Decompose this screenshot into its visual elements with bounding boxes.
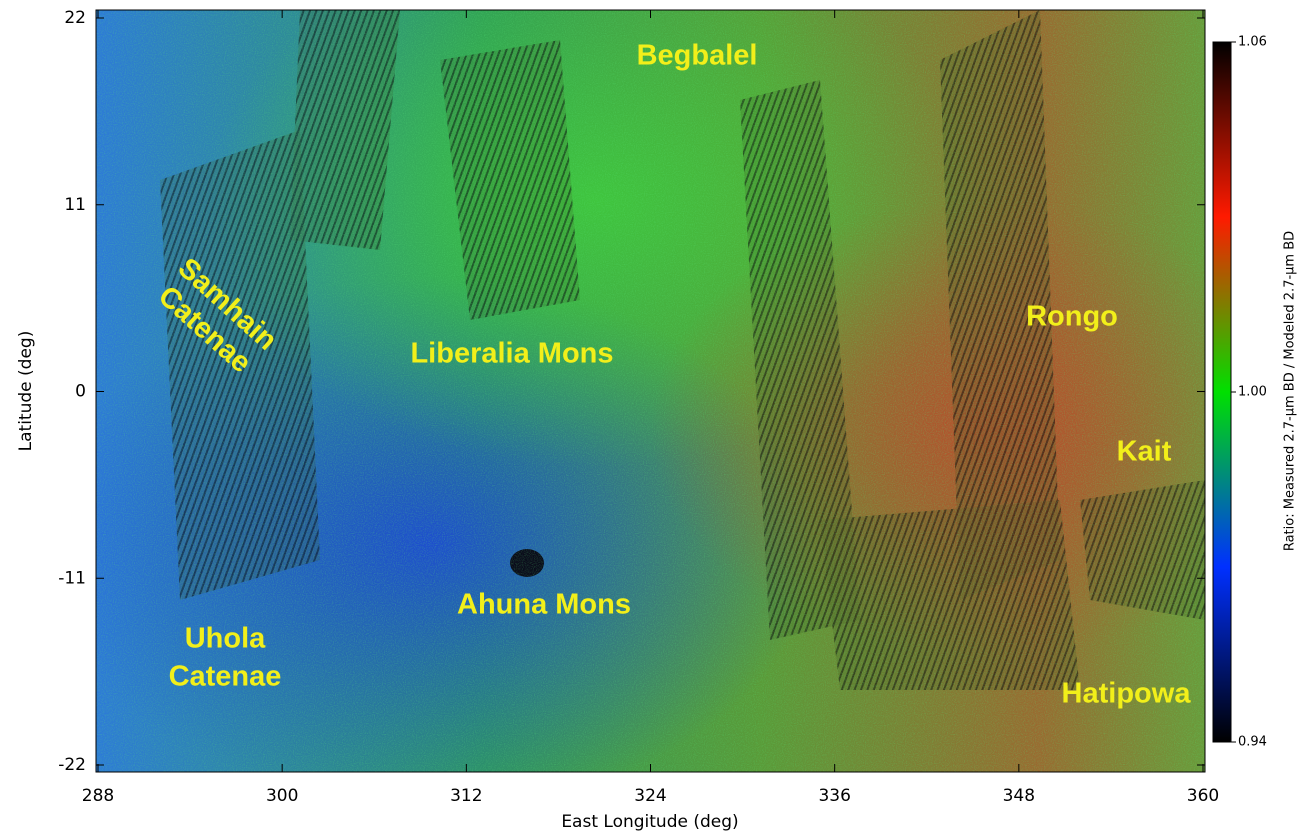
y-tick-label: 0 <box>75 382 86 402</box>
x-axis-label: East Longitude (deg) <box>561 812 738 832</box>
place-label-line: Catenae <box>169 661 282 693</box>
y-axis-label: Latitude (deg) <box>16 331 36 452</box>
place-label: Rongo <box>1026 301 1118 333</box>
y-tick-label: 22 <box>64 8 86 28</box>
place-label: Liberalia Mons <box>410 338 613 370</box>
x-tick-label: 300 <box>266 786 298 806</box>
x-tick-label: 348 <box>1003 786 1035 806</box>
x-tick-label: 288 <box>82 786 114 806</box>
place-label: Hatipowa <box>1062 678 1192 710</box>
colorbar-tick-label: 0.94 <box>1238 735 1267 750</box>
place-label: Kait <box>1117 436 1172 468</box>
x-tick-label: 336 <box>818 786 850 806</box>
colorbar <box>1213 42 1231 742</box>
place-label: Ahuna Mons <box>457 589 631 621</box>
x-tick-label: 324 <box>634 786 666 806</box>
x-tick-label: 312 <box>450 786 482 806</box>
colorbar-tick-label: 1.00 <box>1238 385 1267 400</box>
colorbar-tick-label: 1.06 <box>1238 35 1267 50</box>
map-image <box>96 10 1205 772</box>
y-tick-label: -22 <box>58 755 86 775</box>
place-label: Begbalel <box>637 40 758 72</box>
colorbar-label: Ratio: Measured 2.7-μm BD / Modeled 2.7-… <box>1283 231 1298 551</box>
y-tick-label: -11 <box>58 568 86 588</box>
place-label-line: Uhola <box>185 623 266 655</box>
y-tick-label: 11 <box>64 195 86 215</box>
x-tick-label: 360 <box>1187 786 1219 806</box>
map-figure: East Longitude (deg) Latitude (deg) Rati… <box>0 0 1302 839</box>
